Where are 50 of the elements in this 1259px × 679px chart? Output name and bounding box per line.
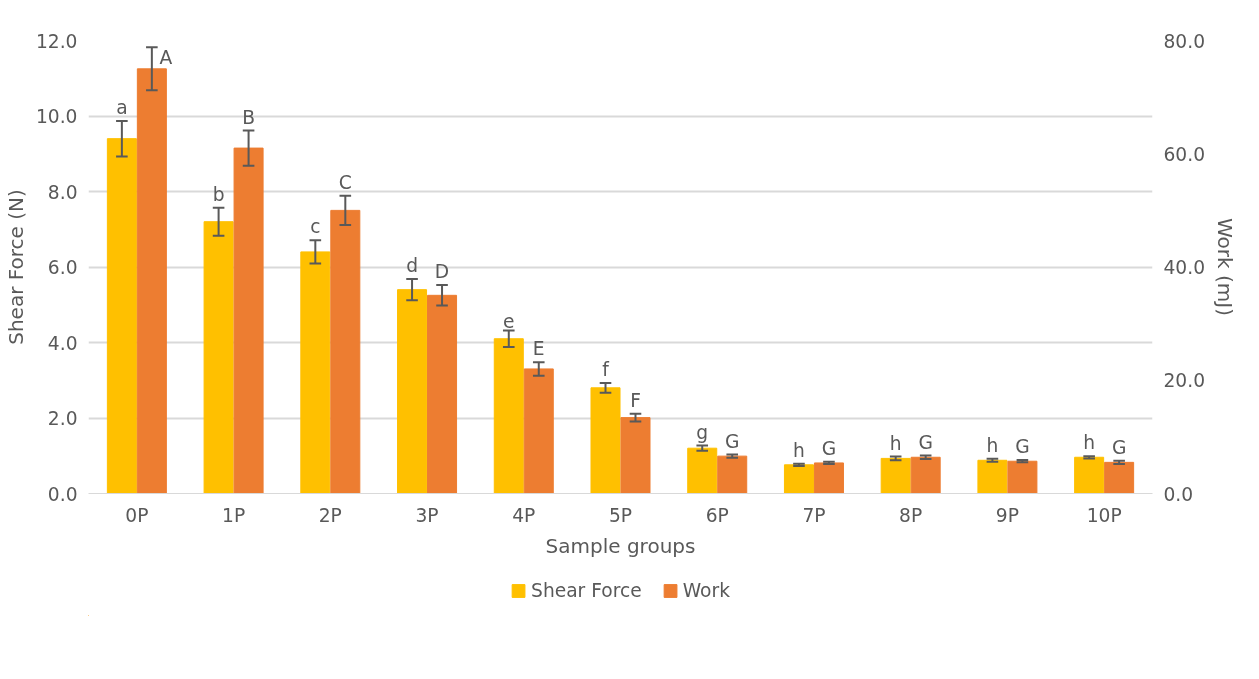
- x-tick-label: 5P: [608, 504, 633, 526]
- data-label: B: [242, 106, 255, 128]
- x-tick-label: 4P: [512, 504, 536, 526]
- y-tick-label: 0.0: [47, 483, 78, 505]
- data-label: h: [1083, 432, 1096, 454]
- y-tick-label: 8.0: [47, 181, 78, 203]
- y2-tick-label: 20.0: [1163, 370, 1206, 392]
- data-label: G: [724, 430, 740, 452]
- data-label: e: [503, 310, 515, 332]
- data-label: G: [821, 438, 837, 460]
- data-label: G: [918, 431, 933, 453]
- y2-tick-label: 60.0: [1163, 143, 1206, 165]
- y2-tick-label: 0.0: [1163, 483, 1194, 505]
- x-tick-label: 7P: [802, 504, 826, 526]
- data-label: C: [338, 171, 352, 193]
- y-tick-label: 12.0: [35, 30, 78, 52]
- y2-tick-label: 40.0: [1163, 257, 1206, 278]
- legend-label: Shear Force: [531, 579, 642, 601]
- legend-label: Work: [682, 579, 730, 601]
- y-tick-label: 4.0: [47, 332, 78, 354]
- x-tick-label: 6P: [705, 504, 729, 526]
- x-tick-label: 1P: [222, 504, 246, 526]
- data-label: F: [630, 389, 641, 411]
- data-label: h: [793, 439, 805, 461]
- data-label: G: [1015, 436, 1030, 458]
- data-label: a: [116, 97, 128, 119]
- data-label: A: [159, 47, 173, 69]
- data-label: h: [986, 435, 999, 457]
- data-label: G: [1111, 436, 1127, 458]
- y-tick-label: 10.0: [35, 106, 78, 127]
- x-tick-label: 2P: [318, 504, 342, 526]
- y-tick-label: 2.0: [47, 408, 78, 429]
- data-label: E: [532, 338, 545, 360]
- y-tick-label: 6.0: [47, 257, 78, 278]
- data-label: D: [434, 261, 450, 283]
- y2-tick-label: 80.0: [1163, 30, 1206, 52]
- data-label: b: [212, 184, 225, 206]
- data-label: h: [889, 432, 902, 454]
- x-tick-label: 3P: [415, 504, 439, 526]
- x-tick-label: 9P: [995, 504, 1019, 526]
- x-tick-label: 0P: [125, 504, 149, 526]
- x-tick-label: 10P: [1086, 504, 1122, 526]
- data-label: g: [696, 421, 709, 443]
- data-label: c: [310, 216, 321, 238]
- y2-axis-title: Work (mJ): [1213, 218, 1238, 317]
- data-label: d: [406, 255, 418, 277]
- x-tick-label: 8P: [899, 504, 923, 526]
- x-axis-title: Sample groups: [545, 533, 696, 558]
- y-axis-title: Shear Force (N): [3, 189, 28, 345]
- data-label: f: [602, 359, 610, 381]
